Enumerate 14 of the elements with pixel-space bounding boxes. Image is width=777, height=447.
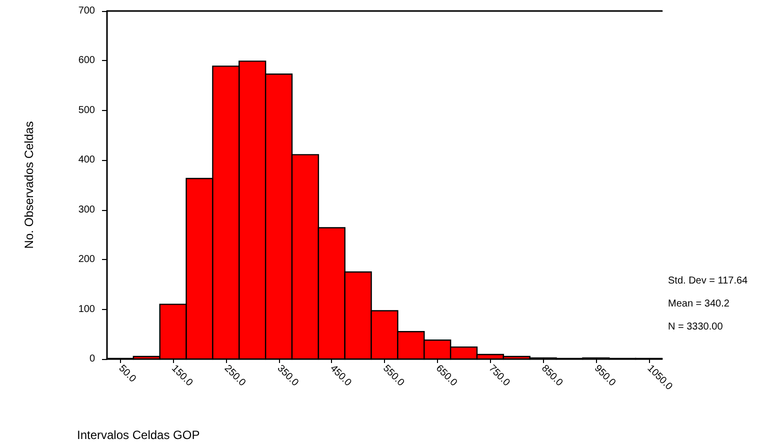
y-tick-label: 600 — [78, 55, 96, 66]
x-tick-label: 50.0 — [116, 363, 138, 385]
y-tick-label: 400 — [78, 154, 96, 166]
y-axis-title: No. Observados Celdas — [22, 121, 36, 249]
y-tick-label: 100 — [78, 304, 96, 315]
y-tick-label: 700 — [78, 6, 96, 16]
text: Std. Dev = 117.64 — [668, 276, 748, 286]
y-tick-label: 0 — [89, 354, 96, 364]
y-tick-label: 200 — [78, 254, 96, 266]
text: Mean = 340.2 — [668, 298, 730, 310]
y-tick-label: 300 — [78, 204, 96, 216]
y-tick-label: 500 — [78, 104, 96, 116]
text: N = 3330.00 — [668, 322, 724, 332]
x-axis-title: Intervalos Celdas GOP — [77, 428, 200, 442]
